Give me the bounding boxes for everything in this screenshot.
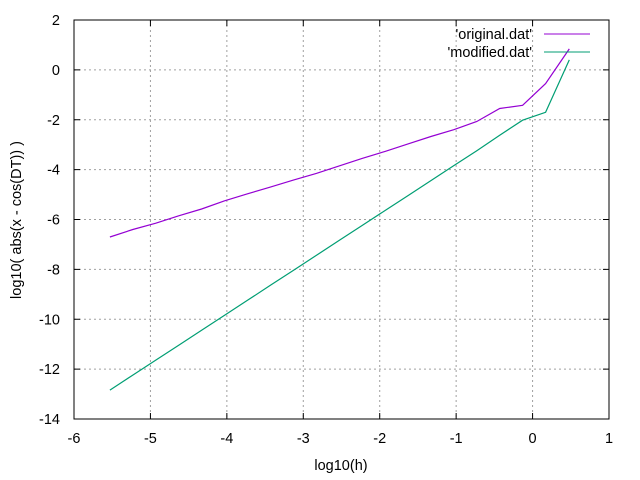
series-lines xyxy=(109,48,570,391)
y-tick-label: 0 xyxy=(52,63,60,79)
legend-label-modified: 'modified.dat' xyxy=(447,45,532,61)
y-tick-label: -4 xyxy=(47,163,60,179)
x-tick-label: 1 xyxy=(605,431,613,447)
x-tick-label: -2 xyxy=(373,431,386,447)
y-tick-label: -10 xyxy=(39,312,60,328)
series-line-1 xyxy=(109,59,570,391)
x-tick-label: -3 xyxy=(297,431,310,447)
x-axis-label: log10(h) xyxy=(314,458,367,474)
x-tick-label: -5 xyxy=(144,431,157,447)
grid-lines xyxy=(74,20,609,419)
y-tick-label: 2 xyxy=(52,13,60,29)
y-tick-label: -14 xyxy=(39,412,60,428)
y-tick-label: -2 xyxy=(47,113,60,129)
legend: 'original.dat' 'modified.dat' xyxy=(447,27,590,61)
x-tick-label: 0 xyxy=(529,431,537,447)
x-tick-label: -4 xyxy=(220,431,233,447)
x-tick-label: -6 xyxy=(68,431,81,447)
x-tick-label: -1 xyxy=(450,431,463,447)
series-line-0 xyxy=(109,48,570,238)
y-tick-label: -12 xyxy=(39,362,60,378)
y-tick-label: -8 xyxy=(47,262,60,278)
y-axis-label: log10( abs(x - cos(DT)) ) xyxy=(9,141,25,299)
y-tick-label: -6 xyxy=(47,213,60,229)
axis-ticks: -6 -5 -4 -3 -2 -1 0 1-14-12-10-8-6-4-202 xyxy=(39,13,613,447)
legend-label-original: 'original.dat' xyxy=(456,27,533,43)
